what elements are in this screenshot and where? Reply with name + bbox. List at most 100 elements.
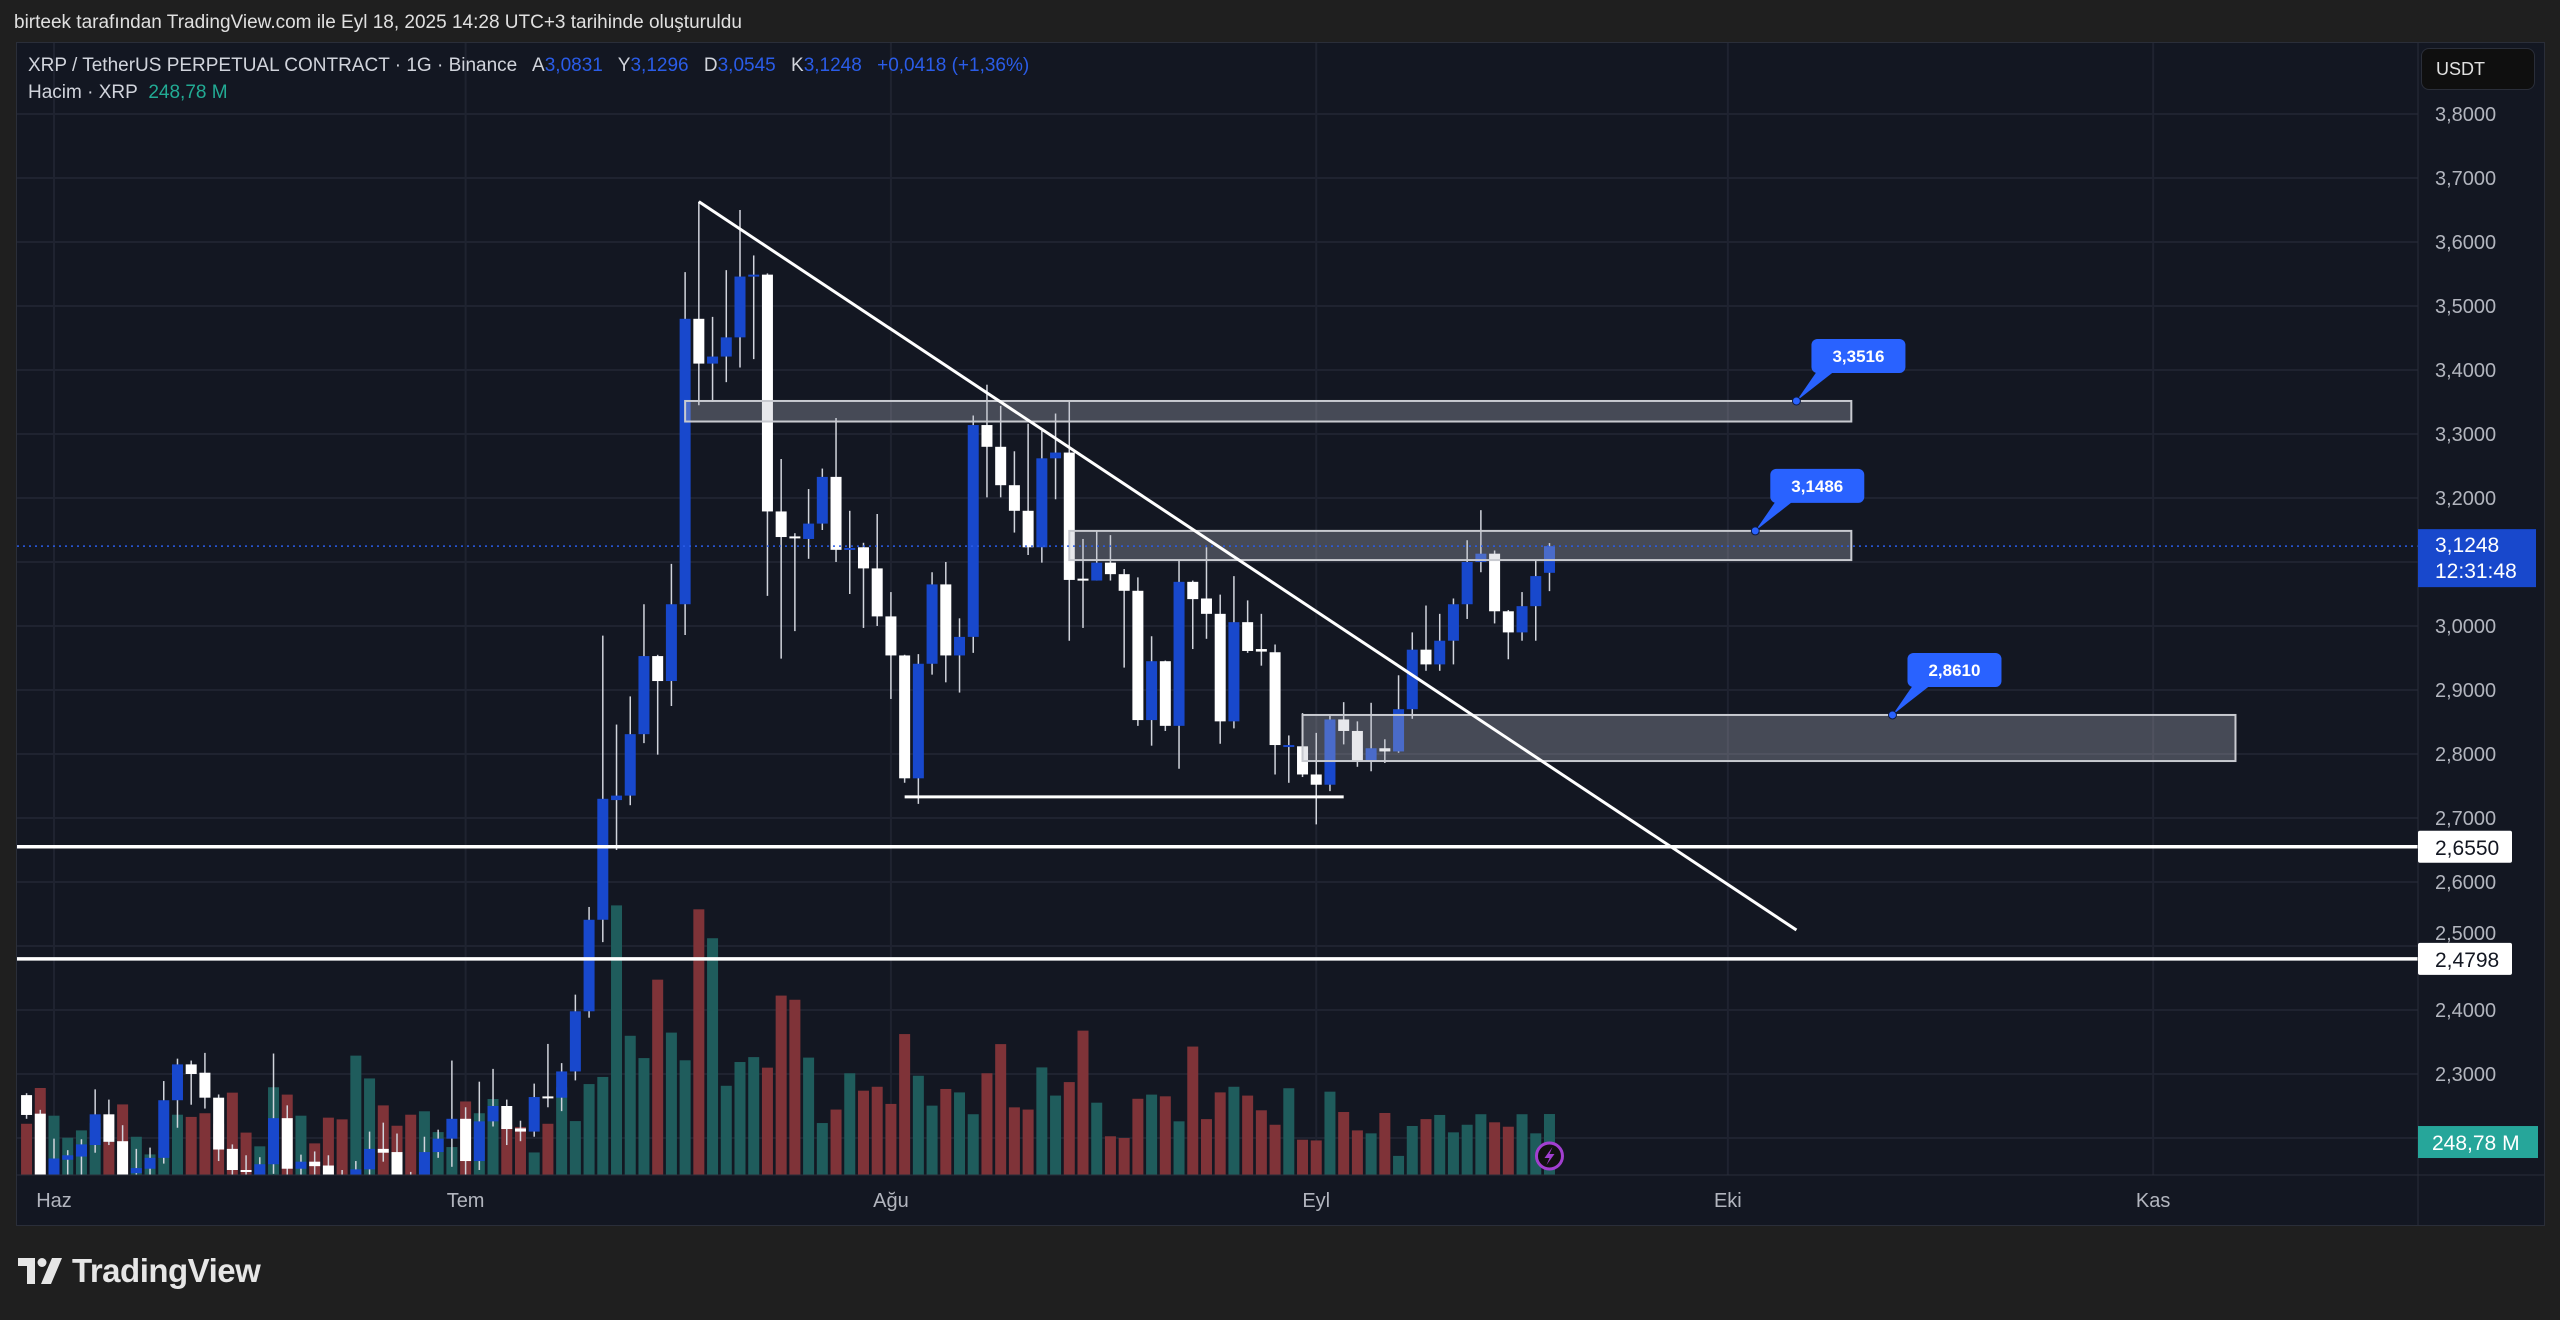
- candle-down[interactable]: [1379, 748, 1391, 752]
- callout-box[interactable]: [1907, 652, 2002, 687]
- candle-up[interactable]: [158, 1100, 170, 1158]
- candle-down[interactable]: [1187, 581, 1199, 600]
- candle-up[interactable]: [611, 795, 623, 801]
- candle-up[interactable]: [748, 274, 760, 277]
- candle-up[interactable]: [1475, 553, 1487, 562]
- candle-up[interactable]: [967, 425, 979, 637]
- candle-up[interactable]: [844, 547, 856, 550]
- candle-up[interactable]: [487, 1106, 499, 1122]
- candle-up[interactable]: [679, 318, 691, 605]
- candle-down[interactable]: [213, 1097, 225, 1150]
- candle-down[interactable]: [1502, 611, 1514, 633]
- candle-down[interactable]: [1200, 598, 1212, 614]
- chart-panel[interactable]: [16, 42, 2545, 1226]
- candle-down[interactable]: [514, 1128, 526, 1132]
- candle-down[interactable]: [1214, 613, 1226, 722]
- candle-up[interactable]: [597, 798, 609, 920]
- candle-down[interactable]: [1159, 661, 1171, 726]
- candle-up[interactable]: [89, 1114, 101, 1146]
- candle-down[interactable]: [103, 1114, 115, 1142]
- candle-up[interactable]: [583, 919, 595, 1012]
- candle-up[interactable]: [1228, 622, 1240, 722]
- callout-box[interactable]: [1811, 338, 1906, 373]
- candle-up[interactable]: [1434, 640, 1446, 665]
- candle-down[interactable]: [857, 547, 869, 569]
- candle-down[interactable]: [789, 536, 801, 539]
- candle-down[interactable]: [542, 1096, 554, 1099]
- candle-down[interactable]: [391, 1152, 403, 1175]
- candle-down[interactable]: [1132, 590, 1144, 721]
- candle-up[interactable]: [638, 656, 650, 735]
- candle-up[interactable]: [569, 1011, 581, 1072]
- candle-down[interactable]: [885, 616, 897, 656]
- candle-down[interactable]: [309, 1161, 321, 1167]
- candle-down[interactable]: [1104, 562, 1116, 575]
- candle-down[interactable]: [1242, 622, 1254, 651]
- candle-down[interactable]: [405, 1175, 416, 1189]
- trendline[interactable]: [698, 200, 1798, 932]
- candle-down[interactable]: [226, 1148, 238, 1170]
- candle-down[interactable]: [652, 656, 664, 682]
- candle-up[interactable]: [1283, 745, 1295, 748]
- candle-down[interactable]: [1255, 649, 1267, 652]
- candle-up[interactable]: [473, 1121, 485, 1162]
- candle-up[interactable]: [720, 337, 732, 357]
- candle-down[interactable]: [1420, 649, 1432, 665]
- volume-label[interactable]: Hacim · XRP: [28, 82, 138, 103]
- candle-up[interactable]: [144, 1157, 156, 1169]
- candle-up[interactable]: [528, 1097, 540, 1132]
- candle-up[interactable]: [350, 1169, 362, 1195]
- candle-down[interactable]: [501, 1106, 513, 1130]
- candle-up[interactable]: [1406, 649, 1418, 710]
- candle-down[interactable]: [117, 1141, 129, 1175]
- candle-up[interactable]: [954, 636, 966, 656]
- candle-down[interactable]: [185, 1064, 197, 1074]
- callout-box[interactable]: [1770, 468, 1865, 503]
- candle-down[interactable]: [377, 1148, 389, 1153]
- candle-down[interactable]: [1269, 652, 1281, 746]
- candle-up[interactable]: [1050, 452, 1062, 459]
- candle-up[interactable]: [665, 604, 677, 682]
- candle-up[interactable]: [1036, 458, 1048, 548]
- candle-up[interactable]: [75, 1144, 87, 1157]
- candle-down[interactable]: [1022, 510, 1034, 548]
- candle-down[interactable]: [899, 655, 911, 779]
- candle-up[interactable]: [912, 663, 924, 779]
- candle-down[interactable]: [995, 446, 1007, 486]
- candle-up[interactable]: [1447, 604, 1459, 641]
- candle-up[interactable]: [364, 1148, 376, 1170]
- candle-up[interactable]: [1324, 719, 1336, 785]
- candle-down[interactable]: [693, 318, 705, 364]
- candle-down[interactable]: [21, 1095, 33, 1115]
- candle-up[interactable]: [1530, 576, 1542, 607]
- candle-up[interactable]: [1516, 606, 1528, 633]
- candle-up[interactable]: [432, 1138, 444, 1153]
- candle-up[interactable]: [1173, 581, 1185, 726]
- candle-up[interactable]: [48, 1158, 60, 1175]
- candle-down[interactable]: [1489, 553, 1501, 612]
- candle-down[interactable]: [322, 1165, 334, 1176]
- candle-up[interactable]: [734, 276, 746, 338]
- candle-up[interactable]: [295, 1161, 307, 1169]
- candle-down[interactable]: [1063, 452, 1075, 580]
- candle-up[interactable]: [418, 1152, 430, 1189]
- price-zone[interactable]: [684, 399, 1853, 423]
- candle-down[interactable]: [281, 1118, 293, 1169]
- candle-down[interactable]: [981, 425, 993, 447]
- candle-up[interactable]: [62, 1155, 74, 1160]
- candle-up[interactable]: [1365, 748, 1377, 762]
- candle-up[interactable]: [1091, 562, 1103, 581]
- candle-down[interactable]: [940, 584, 952, 656]
- candle-up[interactable]: [926, 584, 938, 664]
- candle-up[interactable]: [446, 1118, 458, 1139]
- candle-up[interactable]: [556, 1071, 568, 1098]
- candle-up[interactable]: [816, 476, 828, 524]
- callout-anchor[interactable]: [1791, 396, 1801, 406]
- candle-up[interactable]: [624, 734, 636, 796]
- candle-down[interactable]: [240, 1170, 252, 1172]
- candle-down[interactable]: [871, 568, 883, 617]
- candle-up[interactable]: [707, 356, 719, 364]
- candle-up[interactable]: [1146, 661, 1158, 721]
- candle-down[interactable]: [1118, 574, 1130, 591]
